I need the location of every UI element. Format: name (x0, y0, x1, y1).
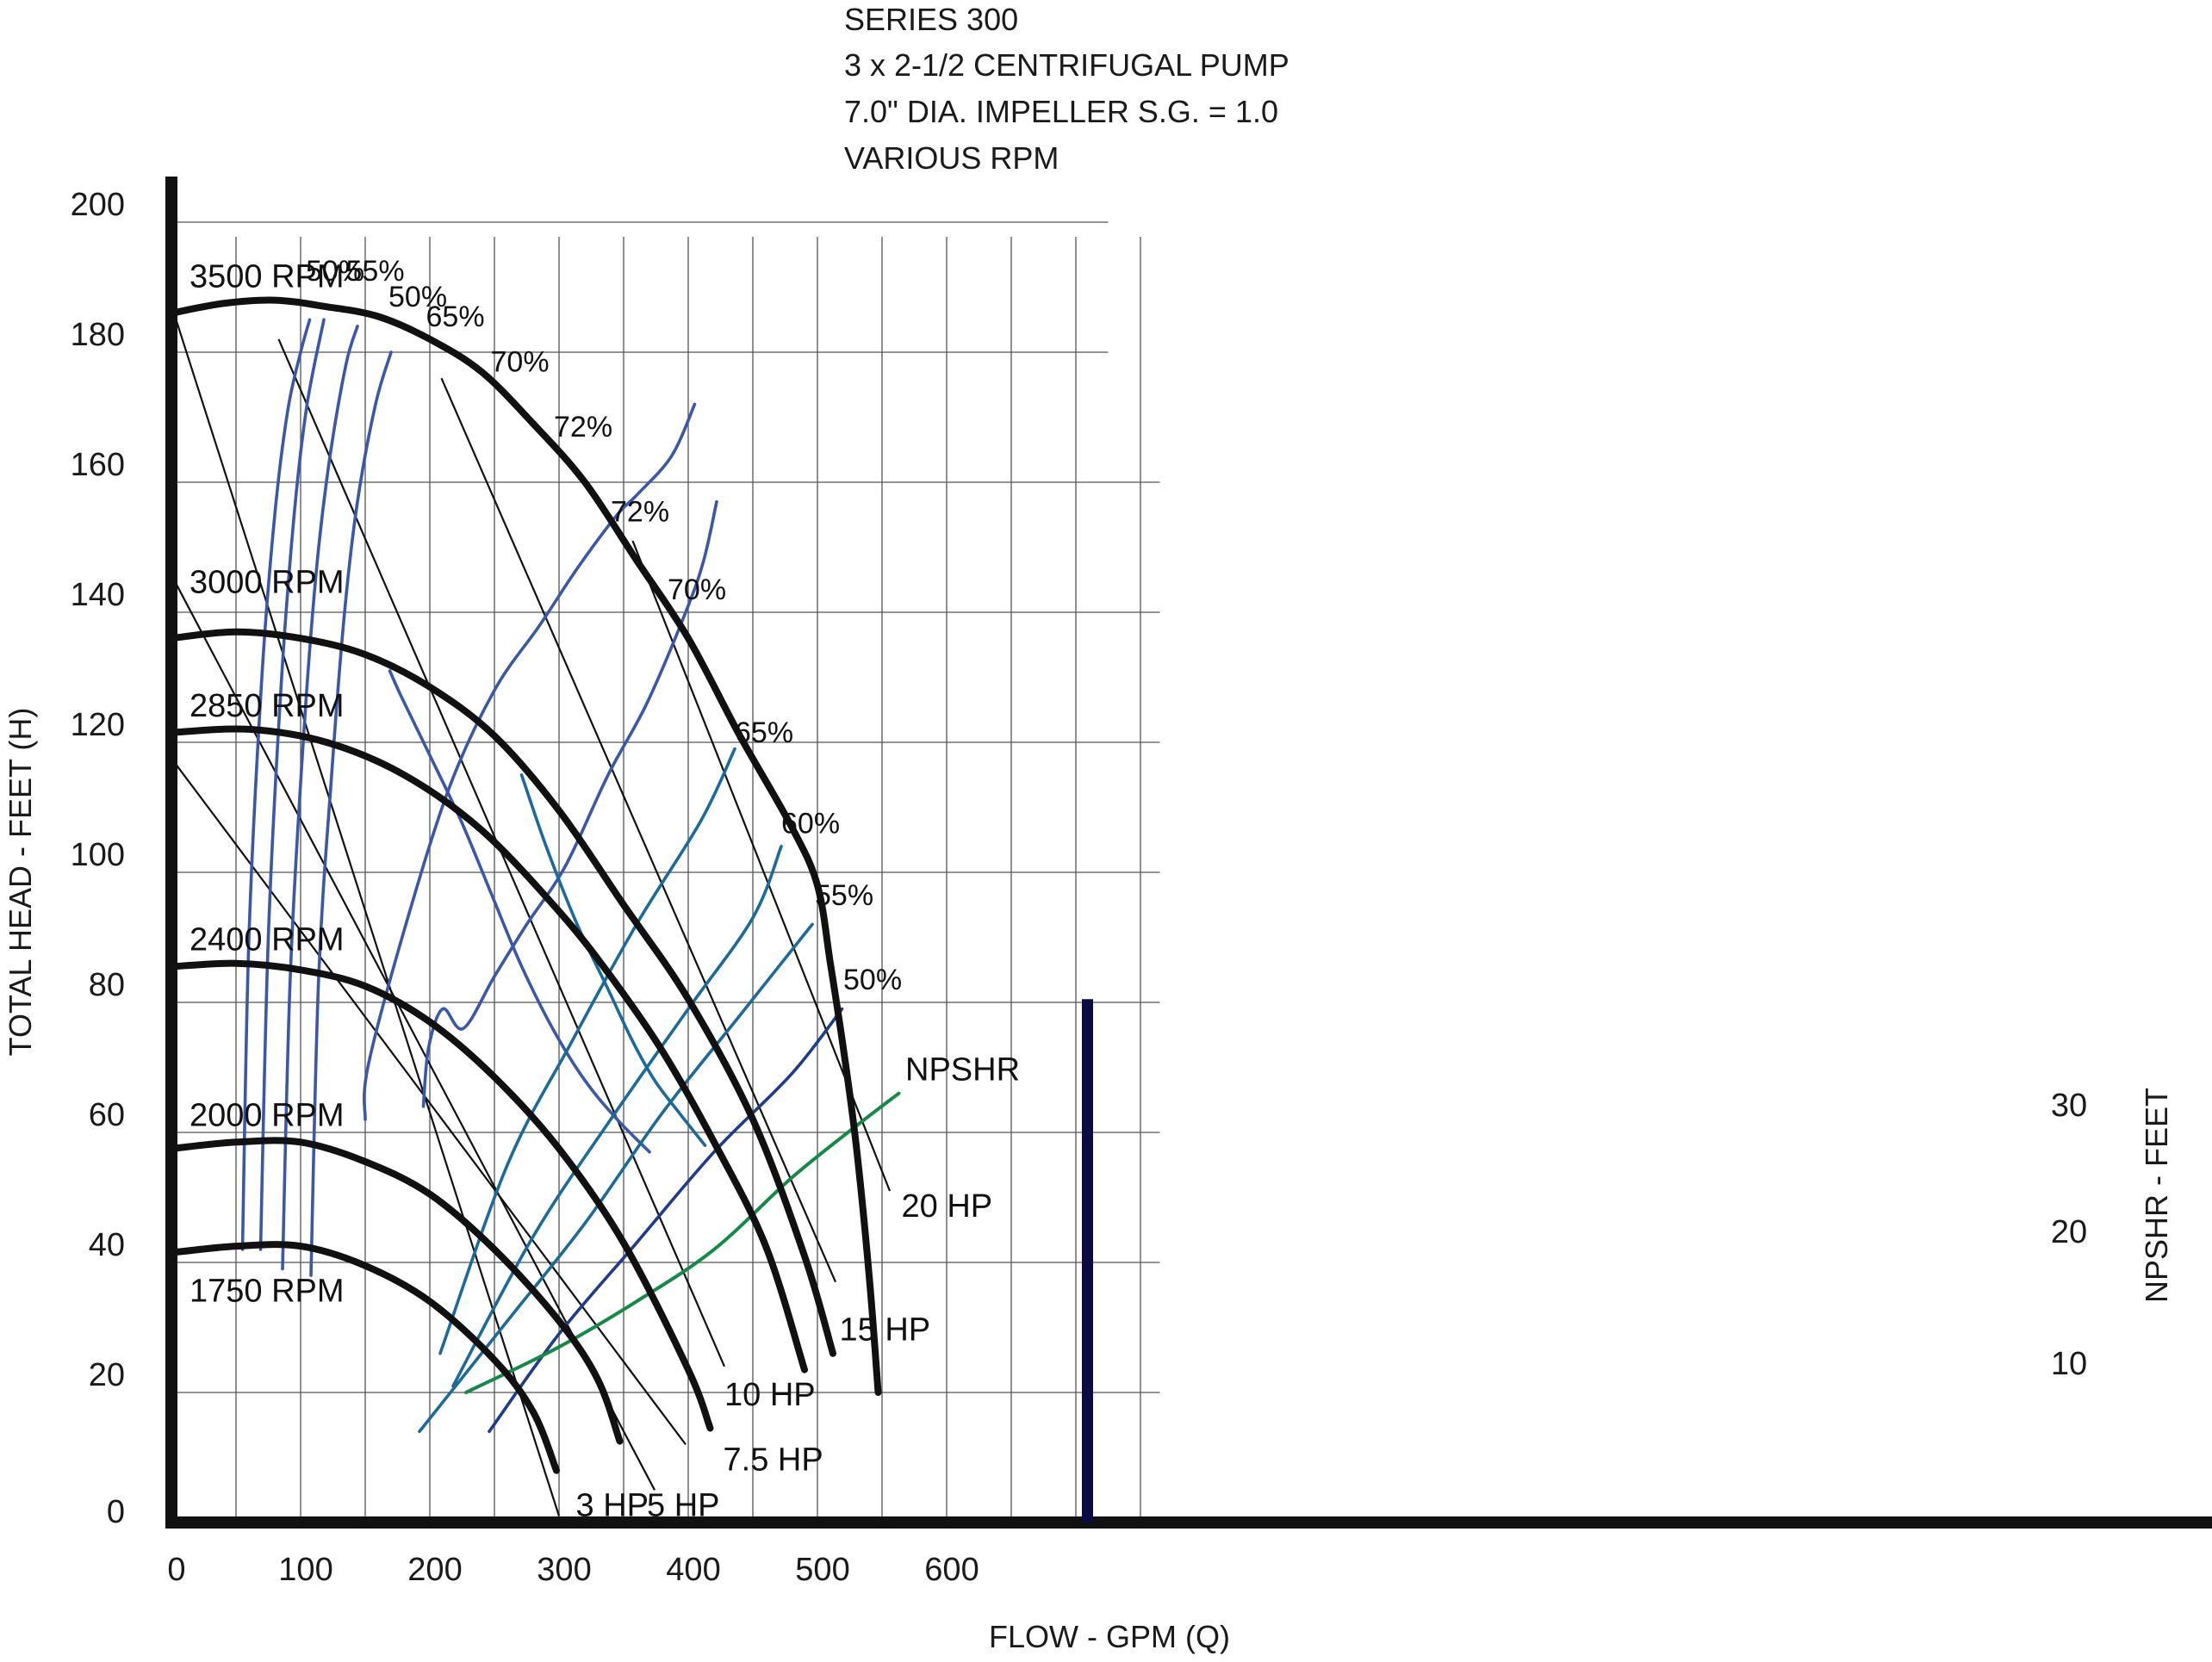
efficiency-curve-4 (309, 350, 393, 1277)
efficiency-curve-2 (258, 318, 326, 1251)
y2-tick-label: 30 (2051, 1088, 2087, 1124)
y-tick-label: 160 (71, 447, 125, 483)
efficiency-label-2: 55% (346, 255, 405, 288)
title-line-2: 3 x 2-1/2 CENTRIFUGAL PUMP (844, 47, 1289, 83)
power-efficiency-line-50 (488, 1007, 844, 1434)
rpm-label-3000-rpm: 3000 RPM (190, 564, 345, 600)
title-line-4: VARIOUS RPM (844, 140, 1059, 176)
y-tick-label: 20 (89, 1357, 125, 1393)
efficiency-label-9: 65% (735, 716, 793, 749)
rpm-label-2400-rpm: 2400 RPM (190, 922, 345, 958)
npshr-curve (464, 1091, 901, 1394)
rpm-curve-3000-rpm (168, 628, 836, 1357)
title-line-3: 7.0" DIA. IMPELLER S.G. = 1.0 (844, 94, 1278, 129)
y2-tick-label: 10 (2051, 1346, 2087, 1382)
x-tick-label: 500 (795, 1552, 849, 1588)
rpm-label-1750-rpm: 1750 RPM (190, 1273, 345, 1309)
hp-label-5-hp: 5 HP (647, 1487, 719, 1523)
hp-label-15-hp: 15 HP (840, 1312, 931, 1349)
hp-line-15-hp (440, 377, 837, 1283)
rpm-curves (168, 296, 882, 1474)
y2-tick-label: 20 (2051, 1214, 2087, 1250)
efficiency-curve-8 (519, 773, 707, 1147)
rpm-curve-1750-rpm (168, 1241, 560, 1474)
rpm-label-2000-rpm: 2000 RPM (190, 1097, 345, 1133)
efficiency-label-7: 72% (611, 495, 669, 528)
y-tick-label: 120 (71, 707, 125, 743)
rpm-curve-2400-rpm (168, 959, 714, 1432)
efficiency-label-3: 50% (388, 281, 447, 313)
y-tick-label: 40 (89, 1227, 125, 1263)
hp-line-7-5-hp (173, 760, 687, 1446)
y-tick-label: 200 (71, 187, 125, 223)
hp-label-10-hp: 10 HP (724, 1377, 816, 1413)
title-line-1: SERIES 300 (844, 2, 1018, 37)
efficiency-label-10: 60% (781, 808, 840, 840)
rpm-curve-2850-rpm (168, 725, 808, 1374)
y-tick-label: 80 (89, 967, 125, 1003)
npshr-curve-group (464, 1091, 901, 1394)
rpm-label-3500-rpm: 3500 RPM (190, 259, 345, 295)
efficiency-label-8: 70% (668, 574, 726, 606)
efficiency-label-6: 72% (554, 411, 612, 443)
y-axis-title: TOTAL HEAD - FEET (H) (3, 708, 38, 1057)
efficiency-curve-3 (281, 325, 359, 1271)
rpm-label-2850-rpm: 2850 RPM (190, 688, 345, 724)
x-tick-label: 100 (278, 1552, 332, 1588)
efficiency-curve-7 (388, 669, 651, 1154)
x-tick-label: 300 (537, 1552, 591, 1588)
x-tick-label: 400 (666, 1552, 720, 1588)
efficiency-label-1: 50% (306, 255, 364, 288)
rpm-curve-2000-rpm (168, 1137, 624, 1445)
x-tick-label: 0 (167, 1552, 185, 1588)
efficiency-label-11: 55% (815, 879, 873, 912)
npshr-label: NPSHR (905, 1052, 1020, 1088)
x-axis-title: FLOW - GPM (Q) (989, 1619, 1230, 1654)
y-tick-label: 0 (107, 1494, 125, 1530)
x-tick-label: 600 (924, 1552, 979, 1588)
tick-labels: 0 100 200 300 400 500 600200180160140120100806… (71, 187, 2088, 1588)
chart-title-block: SERIES 300 3 x 2-1/2 CENTRIFUGAL PUMP 7.… (844, 2, 1289, 176)
y-tick-label: 140 (71, 577, 125, 613)
rpm-curve-3500-rpm (168, 296, 882, 1396)
efficiency-label-12: 50% (843, 964, 902, 996)
y2-axis-title: NPSHR - FEET (2139, 1088, 2174, 1303)
efficiency-label-4: 65% (426, 301, 485, 333)
efficiency-curves (240, 318, 718, 1277)
power-efficiency-line-60 (451, 845, 783, 1388)
hp-label-20-hp: 20 HP (902, 1188, 993, 1225)
power-efficiency-line-65 (438, 747, 736, 1355)
hp-line-3-hp (172, 313, 561, 1516)
x-tick-label: 200 (407, 1552, 462, 1588)
efficiency-curve-1 (240, 318, 312, 1251)
y-tick-label: 100 (71, 837, 125, 873)
y-tick-label: 60 (89, 1097, 125, 1133)
power-efficiency-line-55 (418, 922, 814, 1434)
hp-label-7-5-hp: 7.5 HP (724, 1442, 823, 1479)
curve-labels: 3500 RPM 3000 RPM 2850 RPM 2400 RPM 2000 RPM… (190, 255, 1020, 1523)
y-tick-label: 180 (71, 317, 125, 353)
axes (165, 177, 2212, 1529)
efficiency-curve-6 (421, 499, 718, 1108)
power-efficiency-lines (418, 747, 844, 1434)
efficiency-curve-5 (363, 402, 697, 1121)
efficiency-label-5: 70% (491, 346, 550, 379)
hp-label-3-hp: 3 HP (576, 1487, 649, 1523)
